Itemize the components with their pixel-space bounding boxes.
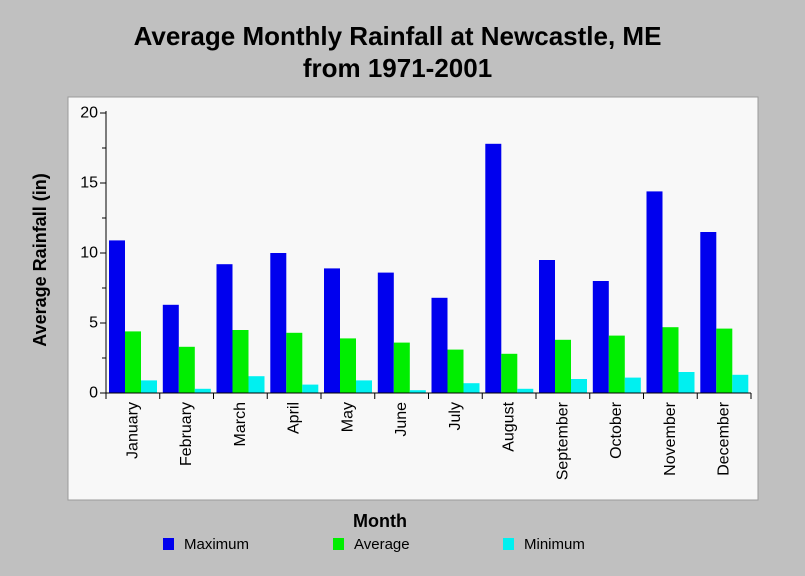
x-tick-label-january: January	[124, 402, 141, 459]
x-tick-label-may: May	[339, 402, 356, 432]
y-axis-label-svg: Average Rainfall (in)	[30, 173, 50, 346]
x-tick-label-november: November	[662, 401, 679, 475]
bar-maximum-september	[539, 260, 555, 393]
bar-average-february	[178, 346, 195, 393]
x-tick-label-september: September	[554, 401, 571, 480]
legend-item-maximum: Maximum	[163, 536, 249, 553]
bar-minimum-october	[624, 377, 641, 393]
x-tick-label-march: March	[232, 402, 249, 446]
legend-swatch-average	[333, 538, 344, 550]
legend-item-minimum: Minimum	[503, 536, 585, 553]
bar-maximum-november	[646, 191, 663, 393]
y-tick-label-15: 15	[80, 175, 98, 192]
bar-maximum-august	[485, 143, 502, 393]
legend-label-maximum: Maximum	[184, 536, 250, 553]
x-tick-label-april: April	[286, 402, 303, 434]
x-tick-label-july: July	[447, 402, 464, 430]
y-tick-label-0: 0	[89, 385, 98, 402]
bar-maximum-march	[216, 264, 233, 393]
plot-background	[67, 96, 759, 501]
x-tick-label-august: August	[501, 401, 518, 451]
legend-item-average: Average	[333, 536, 410, 553]
bar-minimum-february	[194, 388, 211, 393]
bar-minimum-september	[571, 379, 587, 393]
x-tick-label-june: June	[393, 402, 410, 437]
bar-maximum-july	[431, 297, 448, 393]
bars-group	[109, 143, 749, 393]
bar-minimum-january	[141, 380, 157, 393]
bar-maximum-february	[162, 304, 179, 393]
bar-minimum-march	[248, 376, 265, 393]
bar-average-september	[555, 339, 571, 393]
x-tick-label-february: February	[178, 402, 195, 466]
bar-minimum-august	[517, 388, 534, 393]
y-tick-label-10: 10	[80, 245, 98, 262]
bar-maximum-april	[270, 253, 287, 393]
legend-swatch-minimum	[503, 538, 514, 550]
bar-average-december	[716, 328, 733, 393]
bar-average-march	[232, 330, 249, 393]
bar-minimum-december	[732, 374, 749, 393]
bar-average-april	[286, 332, 303, 393]
bar-maximum-december	[700, 232, 717, 393]
chart-title: Average Monthly Rainfall at Newcastle, M…	[0, 20, 795, 84]
y-tick-label-5: 5	[89, 315, 98, 332]
bar-maximum-may	[324, 268, 340, 393]
bar-minimum-june	[409, 390, 426, 393]
bar-minimum-july	[463, 383, 480, 393]
chart-title-line-1: Average Monthly Rainfall at Newcastle, M…	[133, 21, 662, 51]
bar-maximum-june	[377, 272, 394, 393]
bar-average-august	[501, 353, 518, 393]
chart-title-line-2: from 1971-2001	[302, 53, 493, 83]
y-axis-label-wrap: Average Rainfall (in)	[28, 140, 52, 380]
y-axis-label: Average Rainfall (in)	[30, 173, 50, 346]
x-axis-label: Month	[353, 511, 407, 531]
bar-maximum-january	[109, 240, 125, 393]
bar-average-july	[447, 349, 464, 393]
legend-label-minimum: Minimum	[524, 536, 585, 553]
x-tick-label-october: October	[608, 401, 625, 459]
y-tick-label-20: 20	[80, 105, 98, 122]
bar-minimum-november	[678, 372, 695, 393]
bar-average-october	[608, 335, 625, 393]
bar-average-november	[662, 327, 679, 393]
bar-minimum-april	[302, 384, 319, 393]
bar-average-june	[393, 342, 410, 393]
bar-average-january	[125, 331, 141, 393]
bar-minimum-may	[356, 380, 372, 393]
bar-average-may	[340, 338, 356, 393]
x-tick-label-december: December	[716, 401, 733, 475]
legend-swatch-maximum	[163, 538, 174, 550]
bar-maximum-october	[592, 281, 609, 393]
axes-group: 0 5 10 15 20 January February March April May June…	[80, 105, 752, 480]
legend-label-average: Average	[354, 536, 410, 553]
